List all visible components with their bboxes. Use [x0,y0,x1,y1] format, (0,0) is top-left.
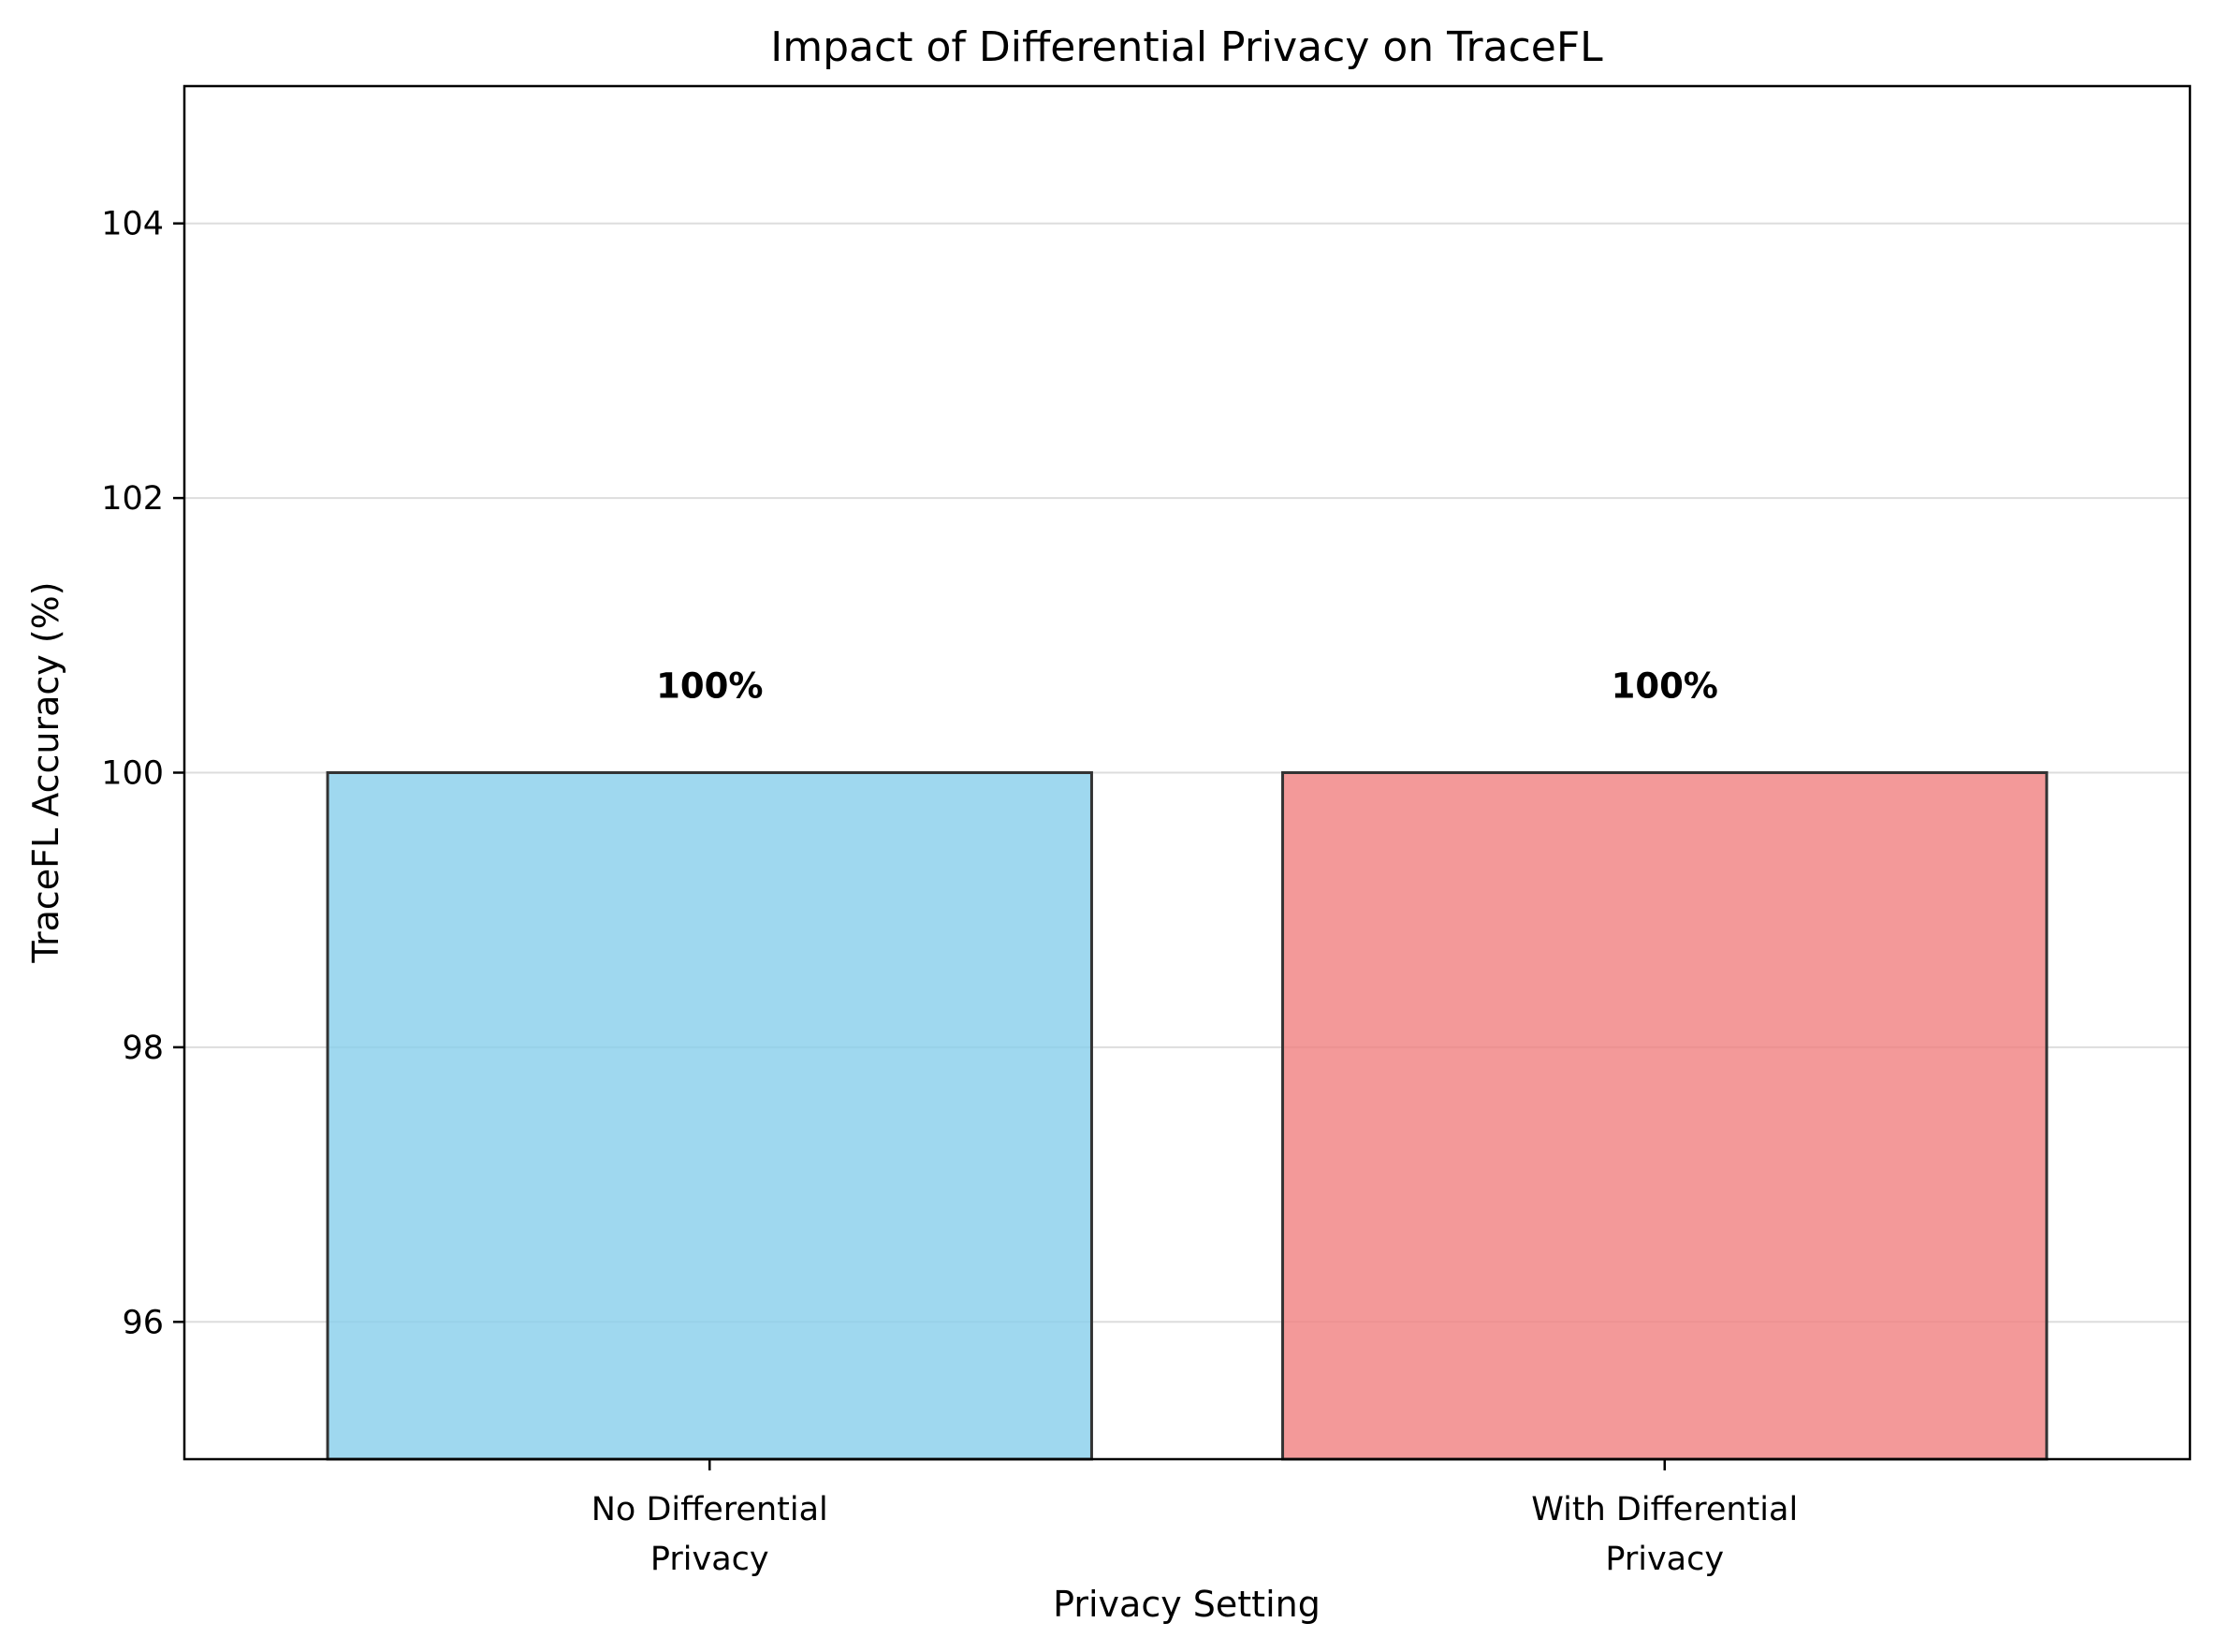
data-label: 100% [656,666,763,707]
data-label: 100% [1612,666,1718,707]
x-tick-label: No Differential [591,1491,828,1528]
y-axis-label: TraceFL Accuracy (%) [25,581,66,963]
y-tick-label: 98 [122,1030,164,1067]
y-tick-label: 104 [101,206,164,243]
y-tick-label: 100 [101,755,164,793]
chart-title: Impact of Differential Privacy on TraceF… [770,23,1603,71]
y-tick-label: 96 [122,1304,164,1341]
x-tick-label: Privacy [1605,1541,1724,1578]
y-axis-ticks: 96 98 100 102 104 [101,206,184,1341]
x-axis-ticks: No Differential Privacy With Differential P… [591,1459,1798,1578]
bar [326,771,1093,1461]
y-tick-label: 102 [101,480,164,518]
x-axis-label: Privacy Setting [1053,1584,1321,1625]
data-labels: 100% 100% [656,666,1718,707]
x-tick-label: With Differential [1531,1491,1798,1528]
x-tick-label: Privacy [650,1541,769,1578]
bar [1281,771,2049,1461]
bars [326,771,2049,1461]
